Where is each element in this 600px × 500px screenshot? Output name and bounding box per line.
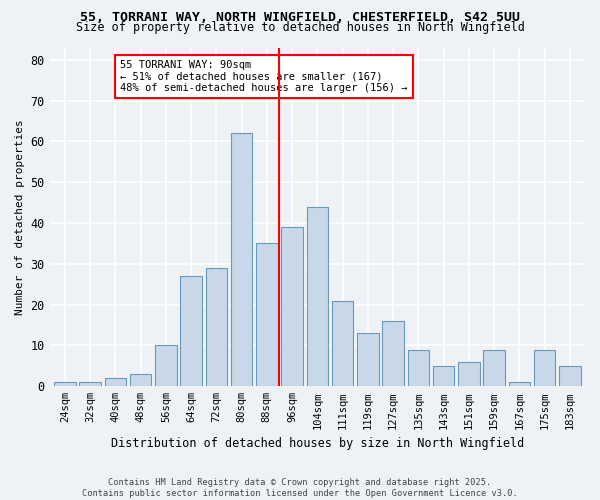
Bar bbox=[332, 300, 353, 386]
Text: Contains HM Land Registry data © Crown copyright and database right 2025.
Contai: Contains HM Land Registry data © Crown c… bbox=[82, 478, 518, 498]
Bar bbox=[181, 276, 202, 386]
Bar bbox=[484, 350, 505, 387]
X-axis label: Distribution of detached houses by size in North Wingfield: Distribution of detached houses by size … bbox=[111, 437, 524, 450]
Bar bbox=[206, 268, 227, 386]
Bar bbox=[534, 350, 556, 387]
Bar bbox=[79, 382, 101, 386]
Text: Size of property relative to detached houses in North Wingfield: Size of property relative to detached ho… bbox=[76, 22, 524, 35]
Bar bbox=[155, 346, 176, 387]
Bar bbox=[281, 227, 303, 386]
Bar bbox=[231, 133, 253, 386]
Text: 55, TORRANI WAY, NORTH WINGFIELD, CHESTERFIELD, S42 5UU: 55, TORRANI WAY, NORTH WINGFIELD, CHESTE… bbox=[80, 11, 520, 24]
Bar bbox=[130, 374, 151, 386]
Bar bbox=[407, 350, 429, 387]
Bar bbox=[307, 206, 328, 386]
Y-axis label: Number of detached properties: Number of detached properties bbox=[15, 119, 25, 315]
Bar bbox=[256, 244, 278, 386]
Bar bbox=[458, 362, 479, 386]
Bar bbox=[104, 378, 126, 386]
Bar bbox=[382, 321, 404, 386]
Bar bbox=[433, 366, 454, 386]
Bar bbox=[357, 333, 379, 386]
Bar bbox=[509, 382, 530, 386]
Text: 55 TORRANI WAY: 90sqm
← 51% of detached houses are smaller (167)
48% of semi-det: 55 TORRANI WAY: 90sqm ← 51% of detached … bbox=[121, 60, 408, 93]
Bar bbox=[54, 382, 76, 386]
Bar bbox=[559, 366, 581, 386]
